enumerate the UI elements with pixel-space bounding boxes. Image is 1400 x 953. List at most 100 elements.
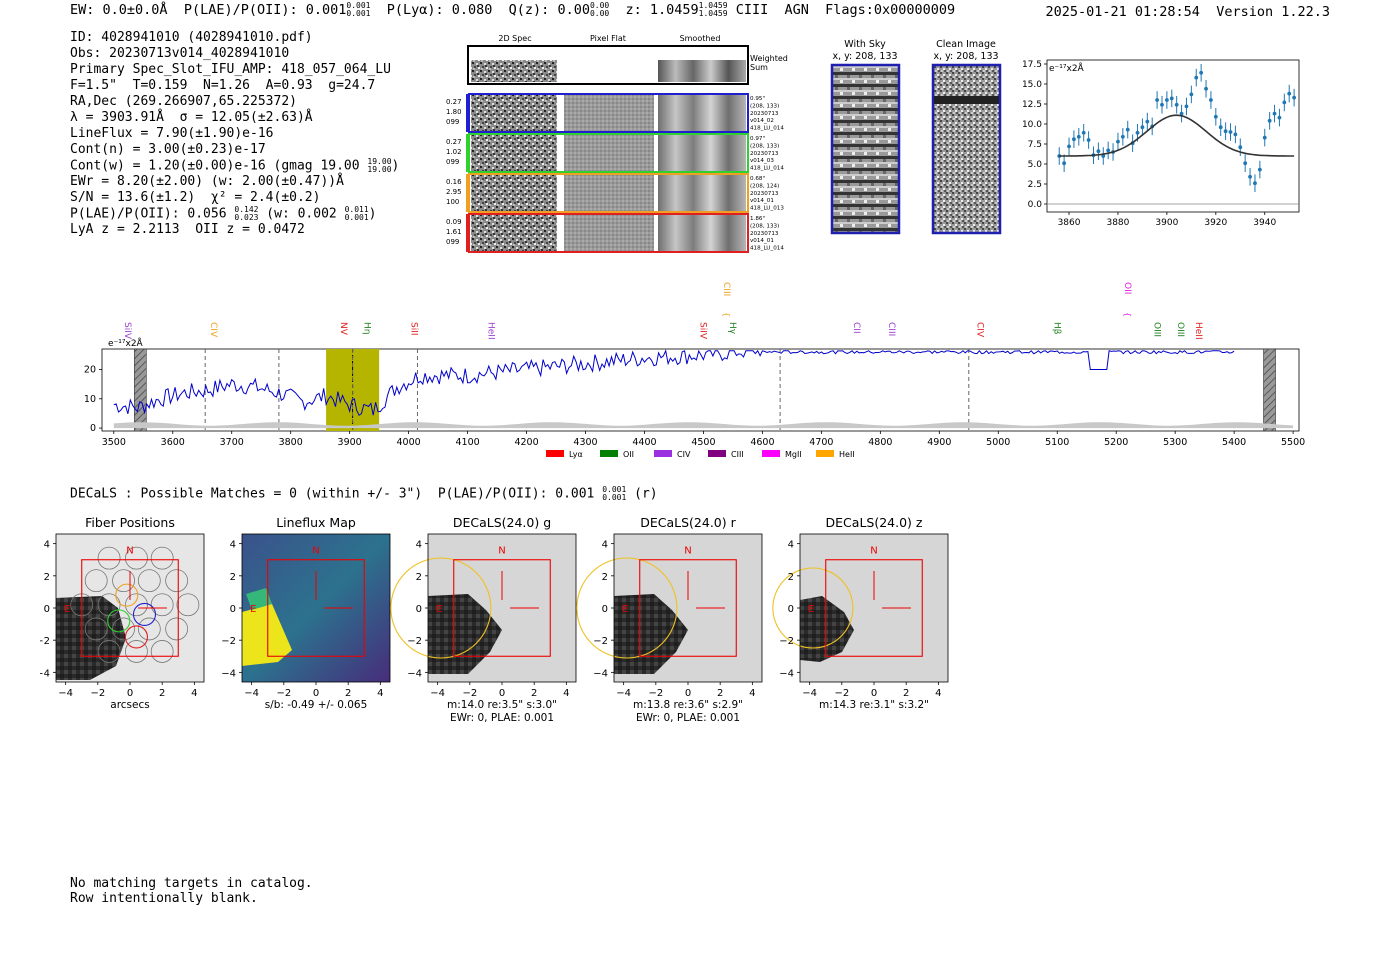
legend-swatch — [546, 450, 564, 457]
lineflux-warm — [246, 588, 272, 610]
row-left-label: 099 — [446, 158, 459, 166]
spectrum-chart: e⁻¹⁷x2Å SiIV{CIV{NV{Hη{SiII{HeII{SiIV{CI… — [84, 282, 1305, 459]
fit-data-point — [1116, 139, 1120, 144]
panel-xtick-label: 4 — [749, 688, 755, 699]
fit-xtick-label: 3900 — [1155, 218, 1178, 228]
panel-caption: m:13.8 re:3.6" s:2.9" — [633, 699, 743, 711]
panel-xtick-label: 2 — [531, 688, 537, 699]
fit-xtick-label: 3940 — [1253, 218, 1276, 228]
row-right-label: 418_LU_014 — [750, 126, 784, 132]
fiber-circle — [97, 546, 121, 570]
fit-data-point — [1076, 134, 1081, 139]
clean-image — [931, 63, 1002, 235]
row-2dspec — [471, 134, 557, 172]
emission-line-label: SiIV — [698, 322, 708, 340]
footer-line-1: No matching targets in catalog. — [70, 876, 313, 891]
fiber-circle — [150, 593, 174, 617]
fit-data-point — [1213, 114, 1218, 119]
qz-value: Q(z): 0.00 — [508, 2, 590, 18]
row-smoothed — [658, 134, 746, 172]
row-left-label: 0.27 — [446, 138, 462, 146]
fit-chart-frame — [1046, 59, 1300, 213]
panel-ytick-label: 2 — [44, 572, 50, 583]
fit-data-point — [1209, 98, 1213, 102]
row-marker — [466, 174, 469, 212]
panel-ytick-label: −2 — [221, 636, 236, 647]
panel-ytick-label: 4 — [602, 540, 608, 551]
row-right-label: v014_02 — [750, 118, 774, 124]
emission-line-marker: { — [1123, 312, 1132, 317]
spectrum-xtick-label: 5200 — [1104, 437, 1128, 448]
fit-ytick-label: 15.0 — [1022, 80, 1042, 90]
row-left-label: 100 — [446, 198, 459, 206]
panel-caption: s/b: -0.49 +/- 0.065 — [265, 699, 368, 711]
info-ewr: EWr = 8.20(±2.00) (w: 2.00(±0.47))Å — [70, 174, 344, 189]
row-left-label: 1.80 — [446, 108, 462, 116]
spectrum-xtick-label: 3500 — [102, 437, 126, 448]
fit-data-point — [1164, 98, 1169, 102]
row-left-label: 099 — [446, 118, 459, 126]
fit-data-point — [1194, 75, 1199, 80]
fit-data-point — [1253, 181, 1257, 186]
fit-data-point — [1086, 138, 1091, 142]
spectrum-xtick-label: 4600 — [750, 437, 774, 448]
panel-ytick-label: 4 — [416, 540, 422, 551]
panel-xtick-label: 2 — [717, 688, 723, 699]
panel-xtick-label: 0 — [313, 688, 319, 699]
panel-xtick-label: −4 — [616, 688, 631, 699]
fit-data-point — [1292, 95, 1297, 100]
panel-ytick-label: 0 — [230, 604, 236, 615]
legend-swatch — [762, 450, 780, 457]
fit-data-point — [1204, 86, 1208, 91]
row-right-label: v014_01 — [750, 198, 774, 204]
spectrum-xtick-label: 4200 — [514, 437, 538, 448]
fit-data-point — [1120, 134, 1125, 139]
search-box — [81, 559, 179, 657]
fiber-circle — [165, 569, 189, 593]
fit-data-point — [1257, 167, 1262, 172]
fiber-circle — [125, 593, 148, 617]
col-title-pixelflat: Pixel Flat — [590, 34, 626, 43]
panel-ytick-label: 2 — [788, 572, 794, 583]
row-2dspec — [471, 94, 557, 132]
row-right-label: 0.97" — [750, 136, 765, 142]
panel-ytick-label: −2 — [40, 636, 50, 647]
spectrum-ytick-label: 10 — [84, 394, 96, 405]
panel-xtick-label: 4 — [377, 688, 383, 699]
row-left-label: 0.16 — [446, 178, 462, 186]
fit-data-point — [1125, 127, 1130, 132]
source-blob — [614, 594, 688, 674]
row-smoothed — [658, 214, 746, 252]
plae-value: P(LAE)/P(OII): 0.001 — [183, 2, 347, 18]
info-obs: Obs: 20230713v014_4028941010 — [70, 46, 290, 61]
panel-ytick-label: 2 — [416, 572, 422, 583]
fiber-circle — [137, 569, 161, 593]
plae-frac: 0.001 0.001 — [346, 1, 371, 18]
decals-panel: DECaLS(24.0) z N E 4 2 0 −2 −4 −4 −2 0 2 4 m:14.3 re:… — [772, 515, 949, 711]
highlight-fiber — [115, 583, 139, 607]
fit-ytick-label: 0.0 — [1028, 200, 1043, 210]
legend-label: Lyα — [569, 450, 583, 459]
emission-line-label: CIV — [208, 322, 218, 338]
row-2dspec — [471, 174, 557, 212]
ew-value: EW: 0.0±0.0Å — [70, 2, 168, 18]
panel-xtick-label: −2 — [276, 688, 291, 699]
weighted-label-1: Weighted — [750, 54, 788, 63]
fit-data-point — [1267, 118, 1272, 123]
panel-ytick-label: 4 — [44, 540, 50, 551]
info-block: ID: 4028941010 (4028941010.pdf) Obs: 202… — [70, 30, 399, 238]
fit-data-point — [1184, 104, 1189, 109]
weighted-label-2: Sum — [750, 63, 768, 72]
spectrum-xtick-label: 4900 — [927, 437, 951, 448]
with-sky-coords: x, y: 208, 133 — [832, 51, 897, 62]
panel-xtick-label: −4 — [430, 688, 445, 699]
fiber-circle — [150, 546, 174, 570]
emission-line-label: Hβ — [1051, 322, 1061, 335]
row-right-label: v014_03 — [750, 158, 774, 164]
decals-panel: Fiber Positions N E 4 2 0 −2 −4 −4 −2 0 2 4 arcsecs — [40, 515, 205, 711]
panel-ytick-label: −4 — [221, 668, 236, 679]
fit-data-point — [1179, 111, 1184, 116]
panel-caption: arcsecs — [110, 699, 149, 711]
decals-panels: Fiber Positions N E 4 2 0 −2 −4 −4 −2 0 2 4 arcsecs Li… — [40, 515, 949, 724]
fiber-circle — [176, 593, 200, 617]
